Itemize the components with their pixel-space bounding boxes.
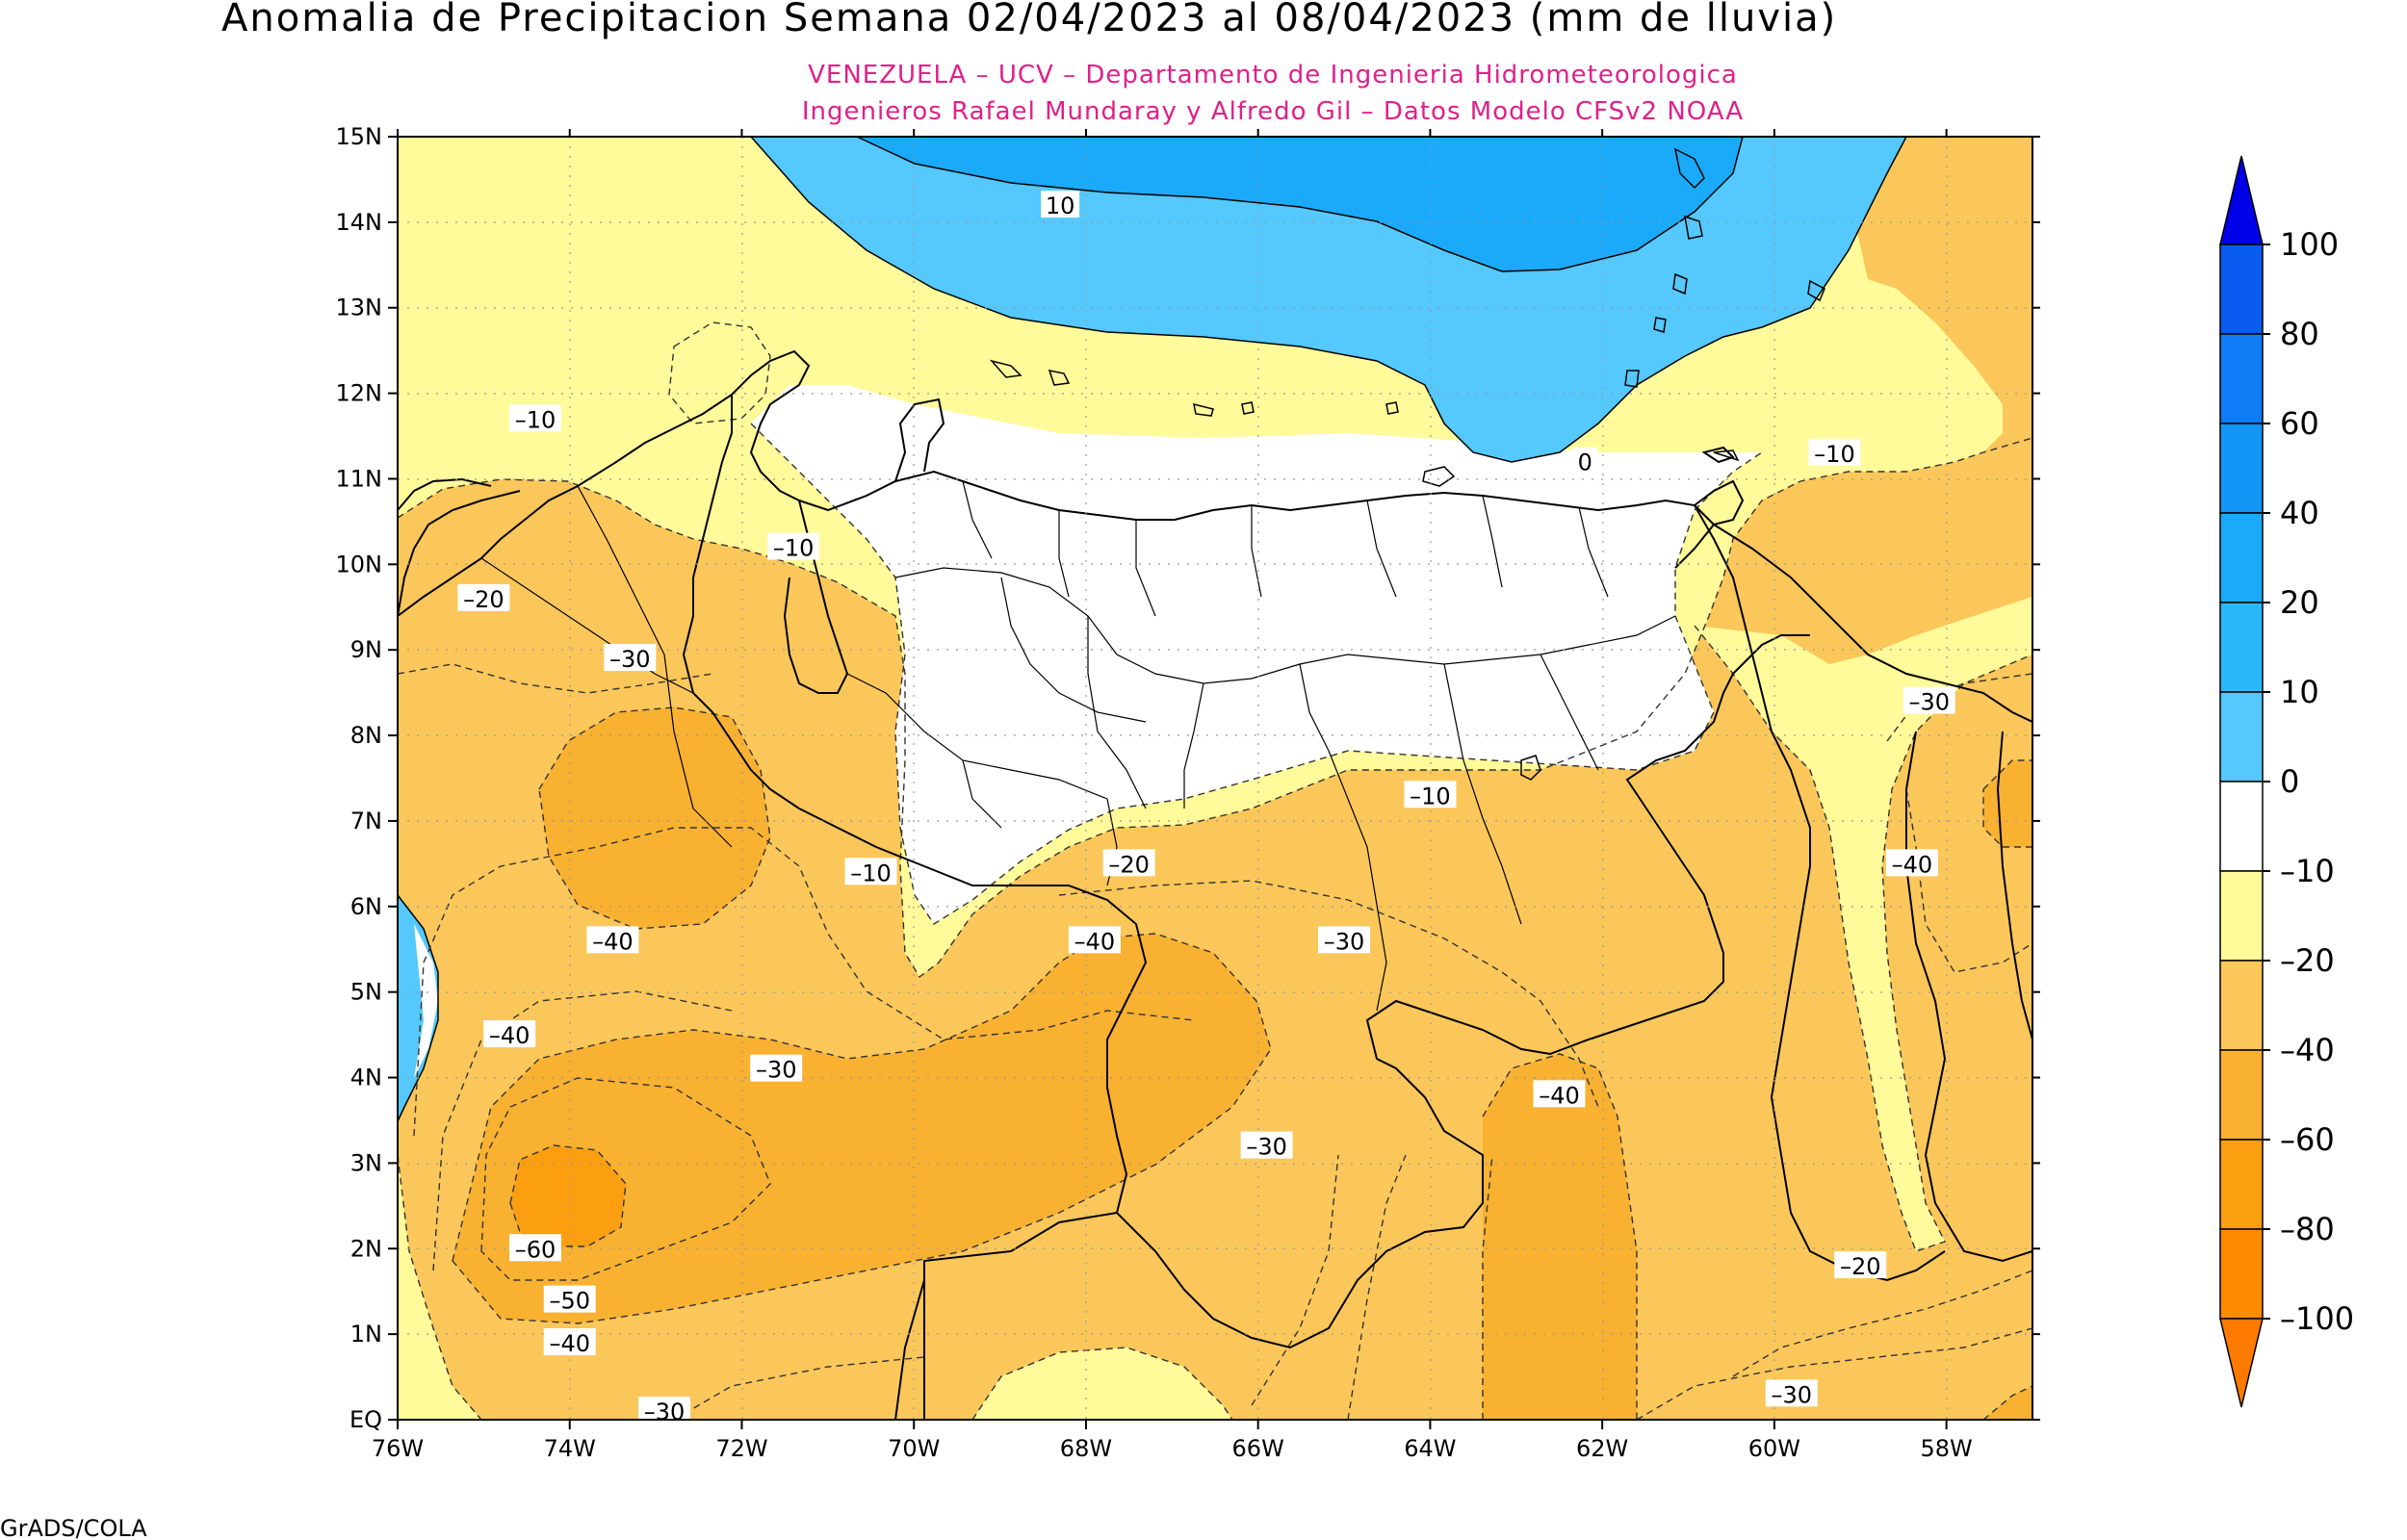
colorbar-segment (2220, 961, 2263, 1050)
x-tick-label: 68W (1060, 1435, 1112, 1462)
colorbar-label: –100 (2280, 1300, 2354, 1337)
map-subtitle-authors: Ingenieros Rafael Mundaray y Alfredo Gil… (802, 97, 1744, 126)
colorbar-label: –60 (2280, 1121, 2335, 1158)
contour-label: –30 (644, 1399, 686, 1425)
colorbar-label: 80 (2280, 316, 2319, 352)
y-tick-label: 8N (350, 722, 382, 749)
colorbar-label: –80 (2280, 1211, 2335, 1247)
contour-label: –20 (1108, 851, 1150, 878)
contour-label: –10 (850, 860, 892, 886)
contour-label: 10 (1046, 192, 1075, 219)
contour-label: –50 (549, 1288, 590, 1315)
contour-label: –10 (515, 406, 556, 433)
x-tick-label: 72W (715, 1435, 767, 1462)
contour-label: –30 (756, 1057, 797, 1084)
y-tick-label: 12N (336, 380, 383, 407)
map-plot-area: 10 0 –10 –10 –10 –10 –10 –20 –20 –20 –30 –30 –30 –30 –… (398, 137, 2032, 1425)
y-tick-label: 5N (350, 979, 382, 1006)
colorbar-label: 60 (2280, 405, 2319, 442)
colorbar-label: 10 (2280, 674, 2319, 710)
colorbar-label: –10 (2280, 853, 2335, 889)
colorbar-label: –20 (2280, 942, 2335, 979)
colorbar-segment (2220, 1050, 2263, 1140)
y-tick-label: 9N (350, 636, 382, 663)
x-tick-label: 76W (372, 1435, 424, 1462)
colorbar-label: 40 (2280, 495, 2319, 531)
colorbar-segment (2220, 334, 2263, 424)
anomaly-fill-40-60-north (539, 707, 770, 929)
y-tick-label: 14N (336, 209, 383, 236)
colorbar-segment (2220, 513, 2263, 603)
colorbar-label: 100 (2280, 226, 2339, 263)
map-subtitle-institution: VENEZUELA – UCV – Departamento de Ingeni… (808, 61, 1738, 90)
y-tick-label: 15N (336, 123, 383, 150)
colorbar-segment (2220, 1229, 2263, 1319)
colorbar-segment (2220, 244, 2263, 334)
contour-label: –30 (1324, 928, 1365, 955)
contour-label: –20 (463, 586, 505, 613)
contour-label: –30 (609, 646, 651, 673)
contour-label: –40 (1539, 1082, 1580, 1109)
x-tick-label: 74W (544, 1435, 596, 1462)
y-tick-label: 13N (336, 295, 383, 321)
y-tick-label: 10N (336, 551, 383, 578)
y-tick-label: 7N (350, 808, 382, 834)
grads-credit: GrADS/COLA (0, 1515, 147, 1540)
contour-label: –20 (1840, 1253, 1881, 1280)
y-tick-label: EQ (349, 1406, 382, 1433)
y-tick-label: 4N (350, 1065, 382, 1091)
x-tick-label: 58W (1920, 1435, 1972, 1462)
contour-label: –10 (773, 535, 815, 562)
colorbar-label: 20 (2280, 584, 2319, 621)
colorbar-segment (2220, 782, 2263, 871)
contour-label: –40 (489, 1022, 531, 1049)
contour-label: –10 (1814, 441, 1855, 468)
y-tick-label: 3N (350, 1149, 382, 1176)
contour-label: –40 (549, 1330, 590, 1357)
x-tick-label: 64W (1404, 1435, 1456, 1462)
colorbar-bottom-arrow (2220, 1319, 2263, 1407)
y-tick-label: 6N (350, 893, 382, 920)
colorbar-segment (2220, 871, 2263, 961)
contour-label: –10 (1410, 783, 1451, 809)
y-tick-label: 2N (350, 1235, 382, 1262)
colorbar-segment (2220, 603, 2263, 692)
colorbar-segment (2220, 424, 2263, 513)
contour-label: –60 (515, 1236, 556, 1263)
colorbar-top-arrow (2220, 156, 2263, 244)
contour-label: –40 (1892, 851, 1933, 878)
x-tick-label: 70W (888, 1435, 940, 1462)
colorbar-label: 0 (2280, 763, 2299, 800)
contour-label: –30 (1771, 1381, 1812, 1408)
colorbar-segment (2220, 1140, 2263, 1229)
y-tick-label: 11N (336, 465, 383, 492)
x-tick-label: 62W (1576, 1435, 1628, 1462)
contour-label: –40 (1074, 928, 1116, 955)
colorbar-label: –40 (2280, 1032, 2335, 1068)
colorbar-segment (2220, 692, 2263, 782)
contour-label: –30 (1908, 689, 1950, 716)
x-tick-label: 60W (1748, 1435, 1800, 1462)
contour-label: 0 (1578, 449, 1592, 476)
map-title: Anomalia de Precipitacion Semana 02/04/2… (221, 0, 1837, 40)
contour-label: –40 (592, 928, 634, 955)
x-tick-label: 66W (1232, 1435, 1284, 1462)
contour-label: –30 (1246, 1134, 1287, 1161)
y-tick-label: 1N (350, 1321, 382, 1348)
